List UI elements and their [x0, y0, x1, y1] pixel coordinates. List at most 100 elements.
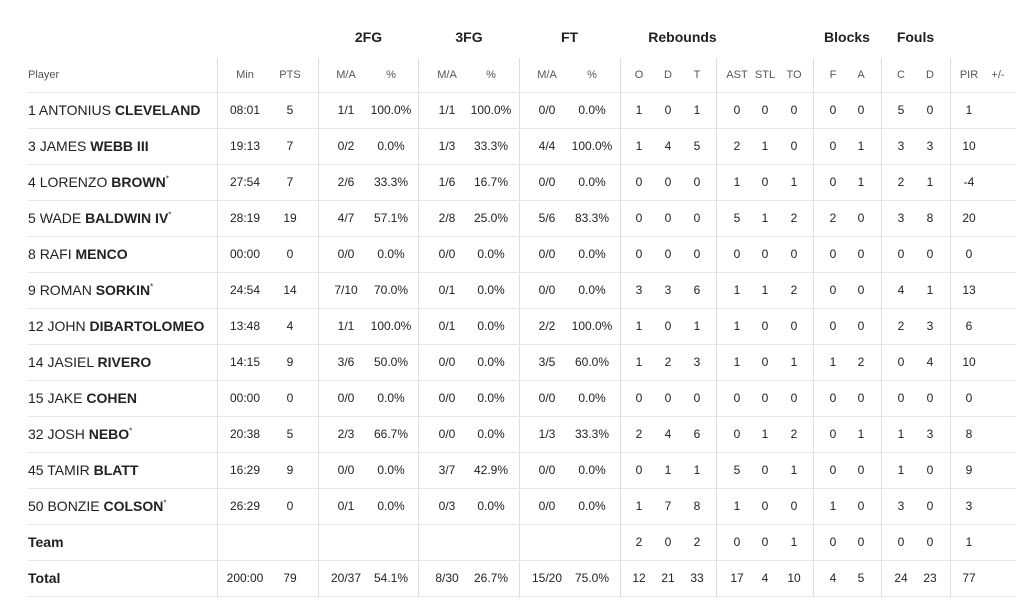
- stat-cell: 0.0%: [477, 499, 505, 513]
- stat-cell: 19: [283, 211, 297, 225]
- player-number: 32: [28, 426, 44, 442]
- stat-cell: 33.3%: [574, 427, 610, 441]
- player-name: 50 BONZIE COLSON*: [28, 498, 167, 514]
- stat-cell: 0/0: [337, 391, 355, 405]
- stat-cell: 2: [857, 355, 865, 369]
- stat-cell: 0: [857, 283, 865, 297]
- last-name: NEBO: [88, 426, 130, 442]
- player-number: 5: [28, 210, 36, 226]
- stat-cell: 0: [829, 463, 837, 477]
- stat-cell: 6: [693, 427, 701, 441]
- stat-cell: 0: [664, 175, 672, 189]
- stat-cell: 9: [965, 463, 973, 477]
- stat-cell: 1: [733, 355, 741, 369]
- starter-mark: *: [150, 282, 154, 292]
- stat-cell: 1: [897, 427, 905, 441]
- stat-cell: 4: [829, 571, 837, 585]
- stat-cell: 5: [897, 103, 905, 117]
- stat-cell: 0: [857, 103, 865, 117]
- stat-cell: 0/1: [337, 499, 355, 513]
- stat-cell: 2: [635, 427, 643, 441]
- stat-cell: 00:00: [229, 247, 261, 261]
- stat-cell: 0: [635, 463, 643, 477]
- stat-cell: 0.0%: [377, 499, 405, 513]
- stat-cell: 0.0%: [477, 391, 505, 405]
- stat-cell: 20:38: [229, 427, 261, 441]
- stat-cell: 9: [286, 355, 294, 369]
- stat-cell: 0: [761, 391, 769, 405]
- column-header: O: [634, 69, 644, 81]
- stat-cell: 2: [790, 211, 798, 225]
- stat-cell: 0: [857, 319, 865, 333]
- stat-cell: 33.3%: [373, 175, 409, 189]
- stat-cell: 0: [733, 103, 741, 117]
- stat-cell: 0: [664, 391, 672, 405]
- stat-cell: 0: [829, 175, 837, 189]
- stat-cell: 1: [733, 283, 741, 297]
- stat-cell: 0: [829, 247, 837, 261]
- row-label: Team: [28, 534, 64, 550]
- stat-cell: 0: [897, 247, 905, 261]
- stat-cell: 1: [857, 139, 865, 153]
- stat-cell: 2/6: [337, 175, 355, 189]
- stat-cell: 1: [635, 499, 643, 513]
- stat-cell: 70.0%: [373, 283, 409, 297]
- stat-cell: 7: [286, 139, 294, 153]
- stat-cell: 1: [790, 175, 798, 189]
- stat-cell: 1: [829, 355, 837, 369]
- player-number: 12: [28, 318, 44, 334]
- stat-cell: 17: [730, 571, 744, 585]
- column-header: Player: [28, 69, 60, 81]
- stat-cell: 0.0%: [578, 247, 606, 261]
- stat-cell: 1: [693, 103, 701, 117]
- stat-cell: 0/3: [438, 499, 456, 513]
- group-header: Fouls: [896, 29, 935, 45]
- stat-cell: 4/4: [538, 139, 556, 153]
- stat-cell: 0/0: [538, 175, 556, 189]
- stat-cell: 0/0: [337, 247, 355, 261]
- stat-cell: 200:00: [226, 571, 264, 585]
- column-header: TO: [786, 69, 802, 81]
- stat-cell: 0: [790, 319, 798, 333]
- stat-cell: 0: [857, 463, 865, 477]
- group-header: 3FG: [455, 29, 483, 45]
- stat-cell: 0: [926, 247, 934, 261]
- stat-cell: 1/1: [438, 103, 456, 117]
- stat-cell: 0: [761, 319, 769, 333]
- first-name: BONZIE: [47, 498, 100, 514]
- stat-cell: 3: [664, 283, 672, 297]
- player-name: 5 WADE BALDWIN IV*: [28, 210, 171, 226]
- stat-cell: 83.3%: [574, 211, 610, 225]
- stat-cell: 7: [664, 499, 672, 513]
- stat-cell: 0: [965, 247, 973, 261]
- last-name: BALDWIN IV: [85, 210, 169, 226]
- stat-cell: 0.0%: [377, 247, 405, 261]
- stat-cell: 0.0%: [578, 175, 606, 189]
- stat-cell: 0: [693, 211, 701, 225]
- stat-cell: 3: [635, 283, 643, 297]
- stat-cell: 10: [787, 571, 801, 585]
- first-name: ANTONIUS: [38, 102, 112, 118]
- group-header: FT: [560, 29, 579, 45]
- stat-cell: 13: [962, 283, 976, 297]
- stat-cell: 16:29: [229, 463, 261, 477]
- stat-cell: 3/6: [337, 355, 355, 369]
- stat-cell: 0: [286, 499, 294, 513]
- player-number: 9: [28, 282, 36, 298]
- stat-cell: 3: [897, 211, 905, 225]
- stat-cell: 0: [664, 103, 672, 117]
- stat-cell: 1: [693, 319, 701, 333]
- stat-cell: 20: [962, 211, 976, 225]
- group-header: Rebounds: [648, 29, 717, 45]
- stat-cell: 3: [926, 427, 934, 441]
- stat-cell: 1: [635, 139, 643, 153]
- row-divider: [28, 380, 1016, 381]
- stat-cell: 2/2: [538, 319, 556, 333]
- stat-cell: 0: [829, 139, 837, 153]
- stat-cell: 33.3%: [473, 139, 509, 153]
- stat-cell: 1: [829, 499, 837, 513]
- stat-cell: 0: [926, 499, 934, 513]
- stat-cell: 1: [635, 319, 643, 333]
- stat-cell: 0/0: [337, 463, 355, 477]
